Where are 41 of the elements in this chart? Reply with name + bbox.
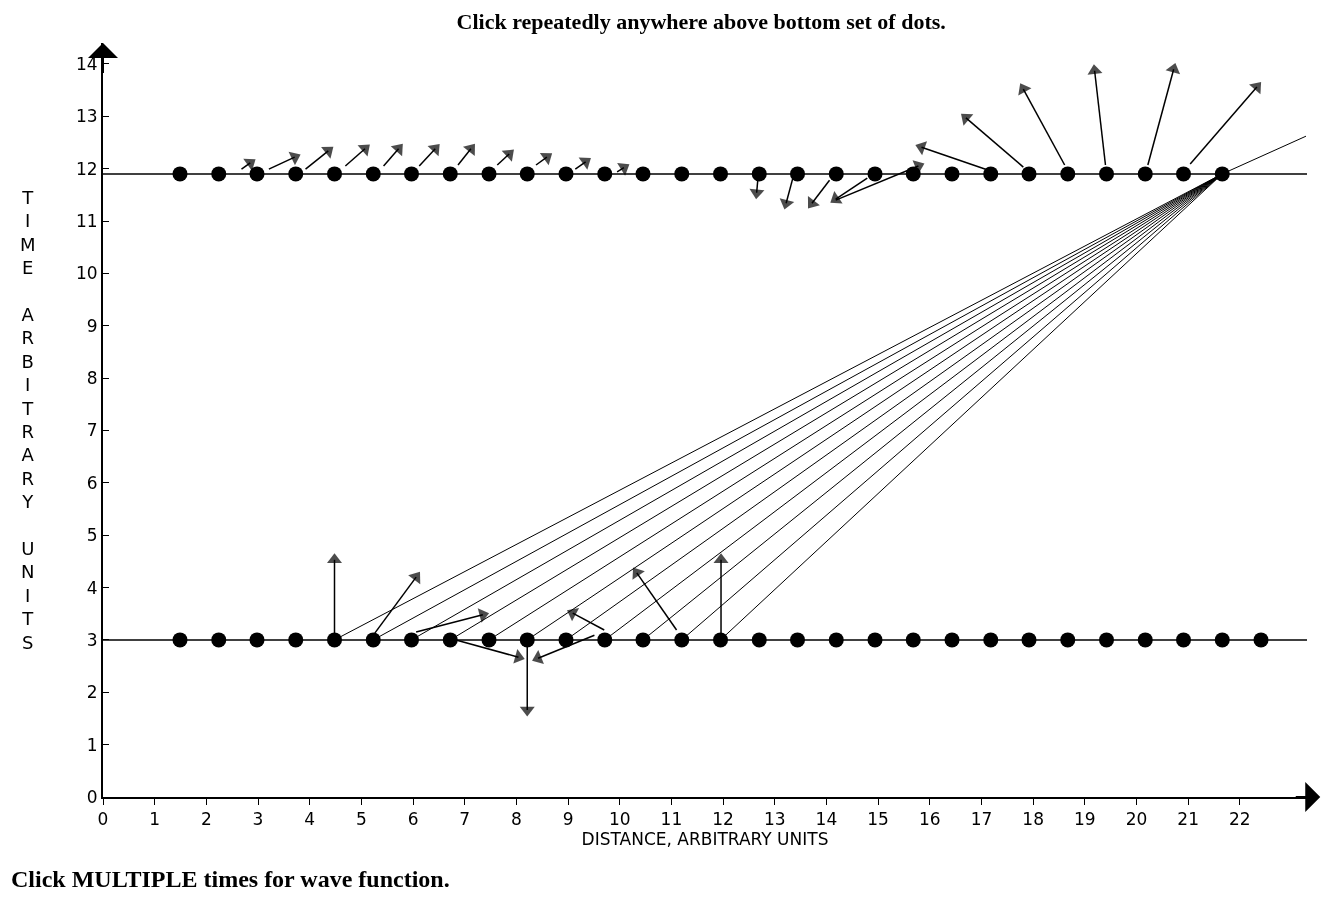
x-axis-title: DISTANCE, ARBITRARY UNITS bbox=[581, 829, 829, 850]
x-tick-label: 19 bbox=[1073, 809, 1096, 830]
x-tick-label: 17 bbox=[970, 809, 993, 830]
x-tick-label: 14 bbox=[815, 809, 838, 830]
y-tick-label: 11 bbox=[75, 210, 98, 231]
text: TIME ARBITRARY UNITS bbox=[20, 187, 36, 653]
x-tick-label: 9 bbox=[562, 809, 574, 830]
y-tick-label: 5 bbox=[86, 525, 98, 546]
x-tick-label: 5 bbox=[355, 809, 367, 830]
x-tick-label: 4 bbox=[304, 809, 316, 830]
y-tick-label: 3 bbox=[86, 629, 98, 650]
x-tick-label: 16 bbox=[918, 809, 941, 830]
y-tick-label: 12 bbox=[75, 158, 98, 179]
y-tick-label: 2 bbox=[86, 682, 98, 703]
y-tick-label: 8 bbox=[86, 368, 98, 389]
x-tick-label: 10 bbox=[608, 809, 631, 830]
x-tick-label: 7 bbox=[459, 809, 471, 830]
x-tick-label: 8 bbox=[510, 809, 522, 830]
y-tick-label: 14 bbox=[75, 53, 98, 74]
text: Click MULTIPLE times for wave function. bbox=[11, 866, 450, 892]
y-tick-label: 0 bbox=[86, 786, 98, 807]
x-tick-label: 1 bbox=[149, 809, 161, 830]
y-tick-label: 4 bbox=[86, 577, 98, 598]
y-tick-label: 9 bbox=[86, 315, 98, 336]
y-tick-label: 13 bbox=[75, 106, 98, 127]
x-tick-label: 6 bbox=[407, 809, 419, 830]
x-tick-label: 18 bbox=[1022, 809, 1044, 830]
x-tick-label: 20 bbox=[1125, 809, 1148, 830]
y-tick-label: 10 bbox=[75, 263, 98, 284]
x-tick-label: 21 bbox=[1177, 809, 1199, 830]
y-tick-label: 7 bbox=[86, 420, 98, 441]
x-tick-label: 13 bbox=[763, 809, 786, 830]
x-tick-label: 12 bbox=[712, 809, 734, 830]
x-tick-label: 2 bbox=[200, 809, 212, 830]
x-tick-label: 15 bbox=[867, 809, 889, 830]
x-tick-label: 22 bbox=[1229, 809, 1251, 830]
chart-title: Click repeatedly anywhere above bottom set of dots. bbox=[456, 8, 946, 34]
x-tick-label: 3 bbox=[252, 809, 264, 830]
y-tick-label: 6 bbox=[86, 472, 98, 493]
x-tick-label: 11 bbox=[660, 809, 683, 830]
y-tick-label: 1 bbox=[86, 734, 98, 755]
